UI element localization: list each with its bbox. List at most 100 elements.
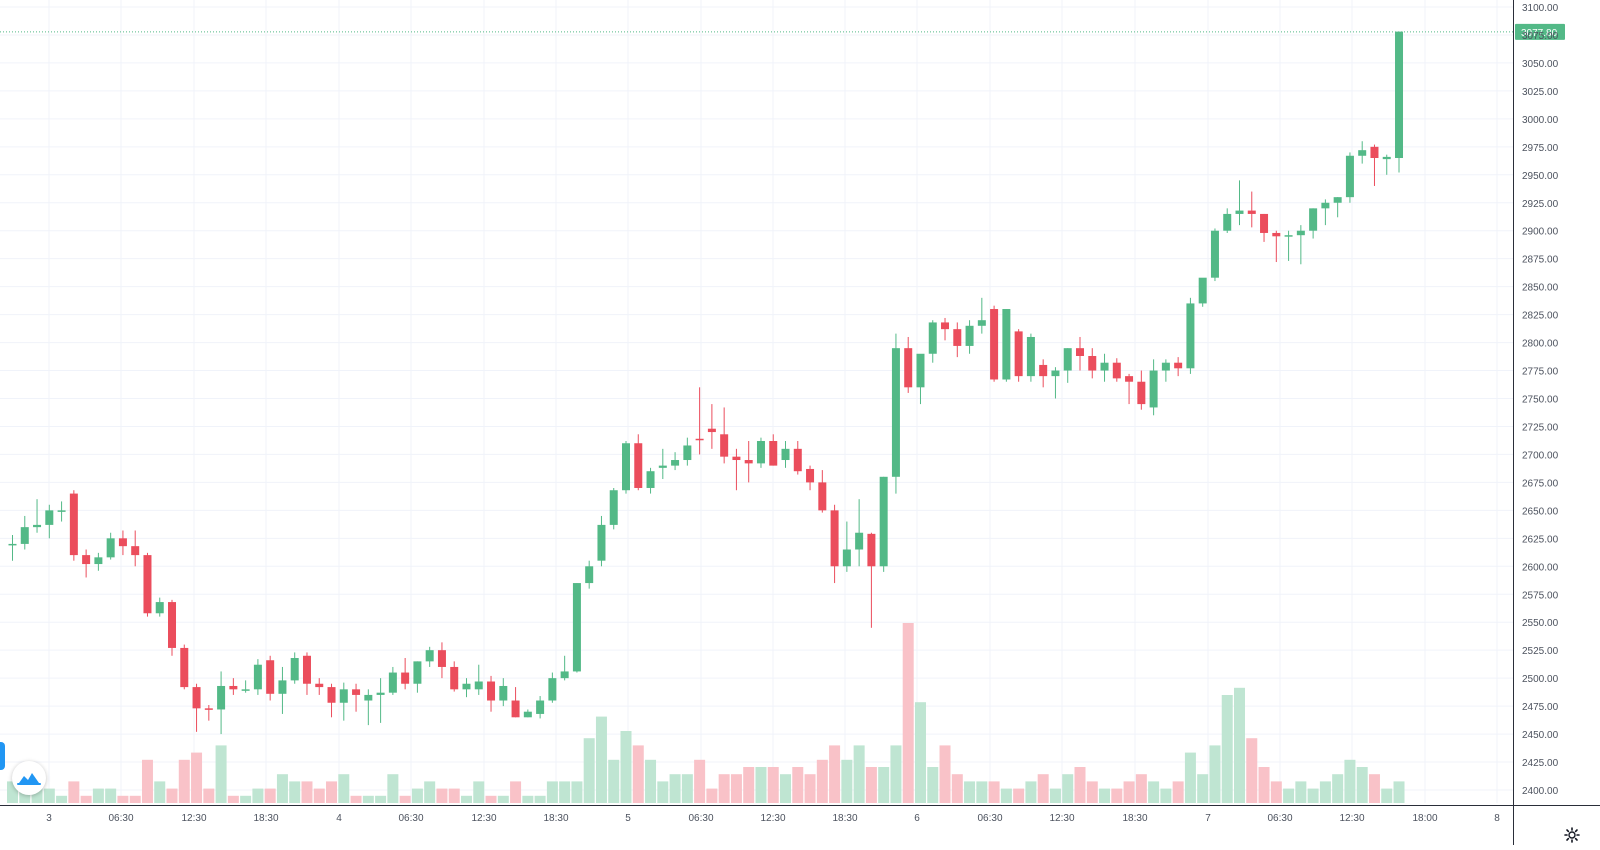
x-tick-label: 12:30 — [1049, 813, 1074, 824]
volume-bar — [80, 795, 92, 803]
volume-bar — [669, 774, 681, 803]
candle-body — [818, 482, 827, 511]
volume-bar — [927, 767, 939, 803]
candle-body — [1149, 370, 1158, 408]
volume-bar — [792, 767, 804, 803]
x-tick-label: 06:30 — [398, 813, 423, 824]
candle-body — [180, 647, 189, 688]
settings-gear-button[interactable] — [1563, 826, 1581, 844]
volume-bar — [534, 795, 546, 803]
candle-body — [585, 566, 594, 584]
candle-body — [1223, 213, 1232, 231]
y-tick-label: 2925.00 — [1522, 199, 1559, 210]
volume-bar — [1319, 781, 1331, 803]
candle-body — [278, 680, 287, 694]
candle-body — [1002, 309, 1011, 380]
volume-bar — [338, 774, 350, 803]
candle-body — [57, 510, 66, 512]
volume-bar — [890, 745, 902, 803]
volume-bar — [1221, 695, 1233, 803]
x-tick-label: 8 — [1494, 813, 1500, 824]
candle-body — [425, 650, 434, 662]
volume-bar — [1344, 759, 1356, 803]
volume-bar — [522, 795, 534, 803]
y-tick-label: 2500.00 — [1522, 674, 1559, 685]
volume-bar — [620, 731, 632, 803]
candle-body — [523, 711, 532, 718]
last-price-label-box — [1515, 23, 1565, 40]
candle-body — [1112, 362, 1121, 379]
volume-bar — [411, 788, 423, 803]
volume-bar — [878, 767, 890, 803]
volume-bar — [117, 795, 129, 803]
candle-body — [756, 441, 765, 464]
volume-bar — [1184, 752, 1196, 803]
volume-bar — [1283, 788, 1295, 803]
y-tick-label: 2575.00 — [1522, 590, 1559, 601]
volume-bar — [510, 781, 522, 803]
volume-bar — [571, 781, 583, 803]
volume-bar — [829, 745, 841, 803]
x-tick-label: 6 — [914, 813, 920, 824]
volume-bar — [141, 759, 153, 803]
side-panel-toggle[interactable] — [0, 742, 5, 770]
candle-body — [474, 681, 483, 690]
volume-bar — [1062, 774, 1074, 803]
candle-body — [45, 510, 54, 525]
candle-body — [388, 672, 397, 693]
y-tick-label: 3000.00 — [1522, 115, 1559, 126]
candle-body — [192, 687, 201, 709]
candle-body — [462, 683, 471, 690]
gear-icon — [1564, 827, 1580, 843]
candle-body — [1210, 230, 1219, 278]
volume-bar — [657, 781, 669, 803]
candle-body — [290, 658, 299, 681]
x-tick-label: 18:30 — [543, 813, 568, 824]
x-tick-label: 12:30 — [1339, 813, 1364, 824]
y-tick-label: 3025.00 — [1522, 87, 1559, 98]
y-tick-label: 2900.00 — [1522, 227, 1559, 238]
candle-body — [217, 685, 226, 710]
candle-body — [941, 322, 950, 330]
candle-body — [8, 543, 17, 546]
candle-body — [597, 524, 606, 561]
candle-body — [671, 460, 680, 466]
volume-bar — [1000, 788, 1012, 803]
x-tick-label: 18:30 — [1122, 813, 1147, 824]
volume-bar — [350, 795, 362, 803]
candle-body — [781, 448, 790, 461]
volume-bar — [191, 752, 203, 803]
volume-bar — [1111, 788, 1123, 803]
volume-bar — [964, 781, 976, 803]
tradingview-logo-button[interactable] — [12, 761, 46, 795]
candle-body — [842, 549, 851, 567]
volume-bar — [718, 774, 730, 803]
last-price-label: 3077.80 — [1521, 28, 1558, 39]
volume-bar — [1013, 788, 1025, 803]
volume-bar — [914, 702, 926, 803]
candle-body — [928, 322, 937, 354]
volume-bar — [326, 781, 338, 803]
y-tick-label: 2825.00 — [1522, 311, 1559, 322]
y-tick-label: 2625.00 — [1522, 534, 1559, 545]
volume-bar — [7, 781, 18, 803]
volume-bar — [595, 716, 607, 803]
candle-body — [1272, 232, 1281, 237]
x-tick-label: 3 — [46, 813, 52, 824]
candle-body — [1284, 235, 1293, 237]
candle-body — [106, 538, 115, 558]
y-tick-label: 2550.00 — [1522, 618, 1559, 629]
volume-bar — [1037, 774, 1049, 803]
y-tick-label: 2600.00 — [1522, 562, 1559, 573]
grid — [0, 0, 1513, 803]
candle-body — [977, 320, 986, 326]
candle-body — [1014, 331, 1023, 377]
volume-bar — [166, 788, 178, 803]
volume-bar — [203, 788, 215, 803]
volume-bar — [694, 759, 706, 803]
volume-bar — [559, 781, 571, 803]
volume-bar — [1135, 774, 1147, 803]
candle-body — [204, 708, 213, 710]
